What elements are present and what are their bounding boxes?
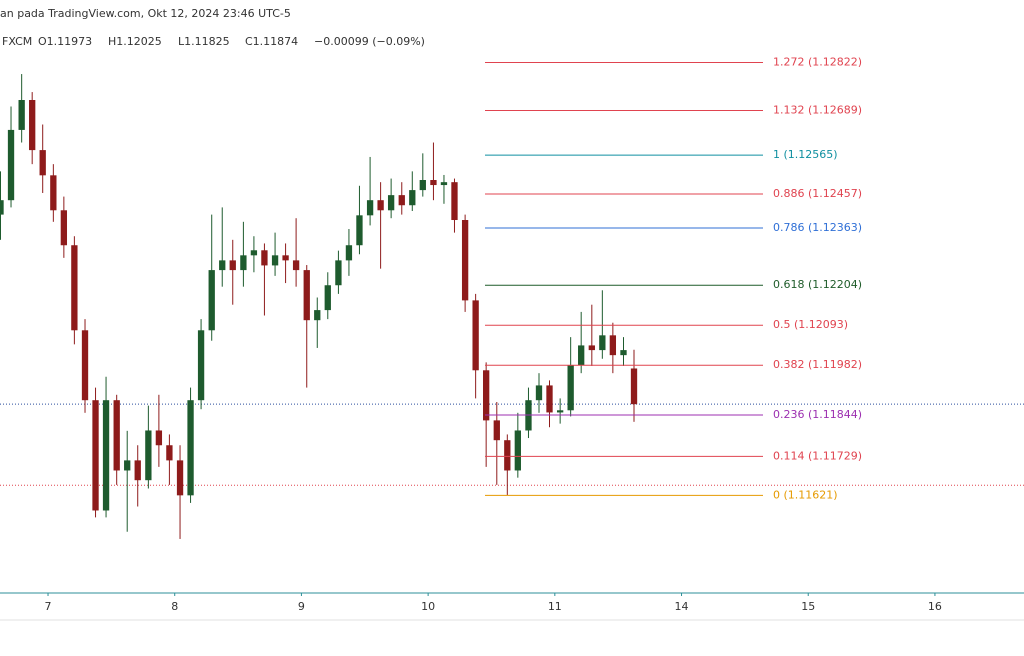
candle-body — [567, 365, 574, 411]
candle-body — [377, 200, 384, 211]
candle-body — [620, 350, 627, 356]
candle-body — [430, 180, 437, 186]
symbol: FXCM — [2, 35, 32, 48]
fib-level-label: 1.272 (1.12822) — [773, 56, 862, 69]
candle-body — [155, 430, 163, 446]
candle-body — [292, 260, 300, 271]
candle-body — [187, 400, 194, 496]
fib-level-label: 0.236 (1.11844) — [773, 408, 862, 421]
candle-body — [71, 245, 78, 331]
x-tick-label: 16 — [928, 600, 942, 613]
candle-body — [556, 410, 564, 413]
candle-body — [504, 440, 511, 471]
candle-body — [271, 255, 279, 266]
candle-body — [250, 250, 258, 256]
x-tick-label: 7 — [45, 600, 52, 613]
candle-body — [409, 190, 416, 206]
candle-body — [514, 430, 521, 471]
candle-body — [630, 368, 638, 405]
candle-body — [50, 175, 57, 211]
candle-body — [451, 182, 458, 221]
fib-level-label: 0.5 (1.12093) — [773, 318, 848, 331]
x-tick-label: 8 — [171, 600, 178, 613]
candle-body — [134, 460, 141, 481]
candle-body — [546, 385, 553, 413]
candle-body — [18, 100, 25, 130]
candle-body — [7, 129, 15, 201]
source-line: an pada TradingView.com, Okt 12, 2024 23… — [0, 7, 291, 20]
x-tick-label: 11 — [548, 600, 562, 613]
fib-level-label: 0.886 (1.12457) — [773, 187, 862, 200]
candle-body — [197, 330, 205, 401]
candle-body — [81, 330, 89, 401]
fib-level-label: 0.786 (1.12363) — [773, 221, 862, 234]
candle-body — [482, 370, 490, 421]
candle-body — [176, 460, 184, 496]
fib-level-label: 1.132 (1.12689) — [773, 103, 862, 116]
candle-body — [314, 310, 321, 321]
candle-body — [440, 182, 448, 186]
candle-body — [60, 210, 68, 246]
ohlc-close: C1.11874 — [245, 35, 298, 48]
candle-body — [282, 255, 289, 261]
candle-body — [166, 445, 173, 461]
candle-body — [356, 215, 363, 246]
candle-body — [29, 100, 36, 151]
candle-body — [324, 285, 331, 311]
candle-body — [39, 150, 46, 176]
candle-body — [535, 385, 543, 401]
candle-body — [240, 255, 247, 271]
candle-body — [303, 270, 310, 321]
candle-body — [145, 430, 152, 481]
x-tick-label: 9 — [298, 600, 305, 613]
candle-body — [599, 335, 606, 351]
ohlc-change: −0.00099 (−0.09%) — [314, 35, 425, 48]
candle-body — [92, 400, 99, 511]
candle-body — [102, 400, 110, 511]
candle-body — [588, 345, 595, 351]
candle-body — [578, 345, 585, 366]
fib-level-label: 1 (1.12565) — [773, 148, 838, 161]
fib-level-label: 0.382 (1.11982) — [773, 358, 862, 371]
ohlc-low: L1.11825 — [178, 35, 230, 48]
candle-body — [261, 250, 268, 266]
x-tick-label: 15 — [801, 600, 815, 613]
candle-body — [461, 220, 469, 301]
ohlc-high: H1.12025 — [108, 35, 162, 48]
fib-level-label: 0 (1.11621) — [773, 488, 838, 501]
candle-body — [0, 200, 4, 215]
candle-body — [472, 300, 479, 371]
fib-level-label: 0.114 (1.11729) — [773, 449, 862, 462]
x-tick-label: 14 — [675, 600, 689, 613]
candle-body — [398, 195, 405, 206]
candle-body — [335, 260, 342, 286]
candle-body — [493, 420, 500, 441]
candle-body — [124, 460, 131, 471]
candle-body — [229, 260, 236, 271]
candle-body — [219, 260, 226, 271]
candle-body — [419, 180, 426, 191]
candle-body — [113, 400, 120, 471]
ohlc-open: O1.11973 — [38, 35, 92, 48]
x-tick-label: 10 — [421, 600, 435, 613]
candle-body — [208, 270, 215, 331]
candle-body — [387, 195, 395, 211]
fib-level-label: 0.618 (1.12204) — [773, 278, 862, 291]
candle-body — [345, 245, 353, 261]
candle-body — [366, 200, 374, 216]
candle-body — [609, 335, 617, 356]
